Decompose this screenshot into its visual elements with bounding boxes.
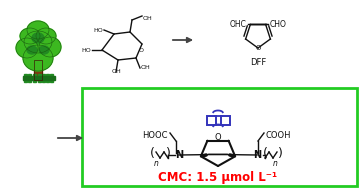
Text: ): ) [166,147,170,160]
Text: ): ) [278,147,283,160]
Text: COOH: COOH [266,130,292,139]
Bar [28,74,31,82]
Bar [42,74,45,82]
Ellipse shape [24,31,52,53]
Ellipse shape [20,28,40,44]
Text: DFF: DFF [250,58,266,67]
Text: OH: OH [111,69,121,74]
Ellipse shape [36,28,56,44]
Bar [33,74,36,82]
Text: (: ( [262,147,267,160]
Bar [34,60,42,80]
Text: (: ( [149,147,154,160]
Bar [34,60,42,80]
Text: OH: OH [143,15,153,20]
Text: HOOC: HOOC [143,130,168,139]
Text: OH: OH [141,65,151,70]
Text: HO: HO [93,28,103,33]
Text: CMC: 1.5 μmol L⁻¹: CMC: 1.5 μmol L⁻¹ [158,171,278,184]
Bar [50,74,53,82]
Bar [24,74,27,82]
Bar [46,74,49,82]
Text: N: N [253,150,261,160]
Ellipse shape [27,46,37,54]
Text: O: O [139,49,144,53]
Text: n: n [273,160,278,169]
Bar [23,76,55,80]
Bar [82,88,357,186]
Ellipse shape [23,45,53,71]
Ellipse shape [27,21,49,39]
Text: N: N [175,150,183,160]
Text: O: O [255,45,261,51]
Ellipse shape [39,37,61,57]
Text: CHO: CHO [269,20,286,29]
Ellipse shape [39,46,49,54]
Text: O: O [215,133,221,142]
Text: n: n [154,160,158,169]
Ellipse shape [16,38,38,58]
Ellipse shape [32,33,44,43]
Text: OHC: OHC [230,20,247,29]
Bar [38,74,41,82]
Text: HO: HO [81,47,91,53]
